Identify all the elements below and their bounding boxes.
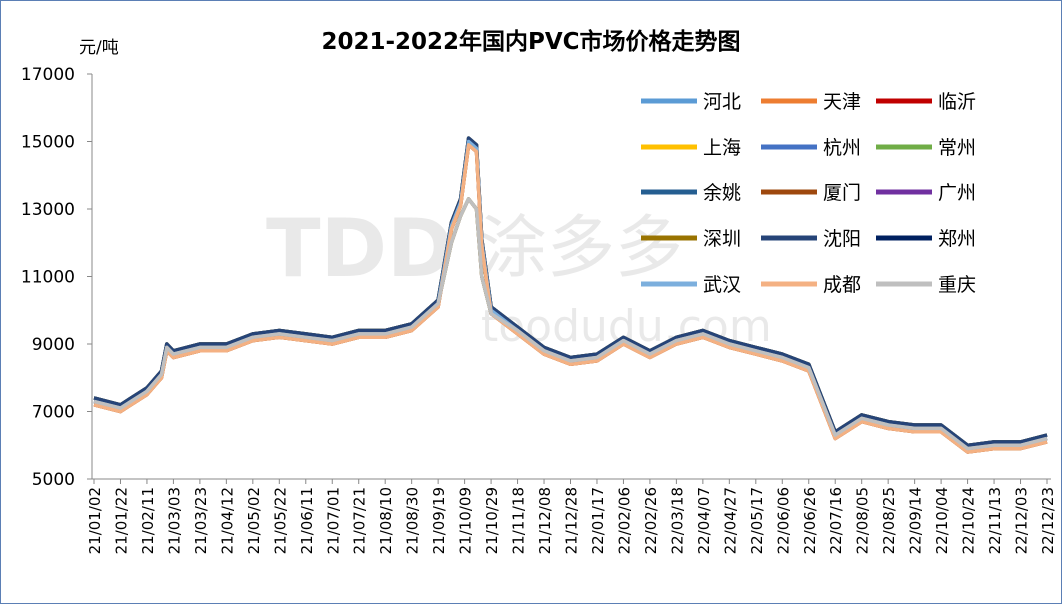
x-tick-label: 21/02/11 xyxy=(139,487,157,554)
legend-label: 天津 xyxy=(823,91,861,113)
x-tick-label: 21/03/03 xyxy=(165,487,183,554)
legend-item: 广州 xyxy=(876,182,976,204)
legend-item: 常州 xyxy=(876,137,976,159)
x-tick-label: 22/11/13 xyxy=(986,487,1004,554)
x-tick-label: 22/03/18 xyxy=(668,487,686,554)
legend-label: 重庆 xyxy=(938,274,976,296)
x-tick-label: 22/08/05 xyxy=(854,487,872,554)
x-tick-label: 21/10/09 xyxy=(457,487,475,554)
legend-label: 余姚 xyxy=(703,182,741,204)
legend-item: 厦门 xyxy=(761,182,861,204)
series-line-4 xyxy=(93,136,1048,448)
legend-label: 河北 xyxy=(703,91,741,113)
watermark: TDD 涂多多 toodudu.com xyxy=(266,202,772,352)
x-tick-label: 21/01/22 xyxy=(112,487,130,554)
legend-item: 沈阳 xyxy=(761,228,861,250)
x-tick-label: 21/09/19 xyxy=(430,487,448,554)
series-line-8 xyxy=(93,139,1048,451)
x-tick-label: 22/04/27 xyxy=(721,487,739,554)
x-tick-label: 21/03/23 xyxy=(192,487,210,554)
legend-label: 郑州 xyxy=(938,228,976,250)
series-line-11 xyxy=(93,139,1048,451)
x-tick-label: 22/12/03 xyxy=(1013,487,1031,554)
x-tick-label: 22/10/24 xyxy=(960,487,978,554)
legend-label: 常州 xyxy=(938,137,976,159)
legend-label: 厦门 xyxy=(823,182,861,204)
legend-item: 天津 xyxy=(761,91,861,113)
x-tick-label: 21/08/30 xyxy=(404,487,422,554)
watermark-logo: TDD xyxy=(266,202,453,295)
x-tick-label: 21/11/18 xyxy=(510,487,528,554)
series-lines xyxy=(93,136,1048,454)
x-tick-label: 22/06/26 xyxy=(801,487,819,554)
legend-item: 武汉 xyxy=(641,274,741,296)
x-tick-label: 21/05/02 xyxy=(245,487,263,554)
y-axis-unit: 元/吨 xyxy=(79,38,119,58)
x-tick-label: 21/08/10 xyxy=(377,487,395,554)
legend-label: 上海 xyxy=(703,137,741,159)
x-tick-label: 22/06/06 xyxy=(774,487,792,554)
legend-item: 余姚 xyxy=(641,182,741,204)
legend-item: 郑州 xyxy=(876,228,976,250)
x-tick-label: 22/02/06 xyxy=(615,487,633,554)
y-tick-label: 15000 xyxy=(21,133,75,153)
legend-label: 杭州 xyxy=(823,137,861,159)
y-tick-label: 7000 xyxy=(32,403,75,423)
x-tick-label: 21/05/22 xyxy=(271,487,289,554)
legend-label: 成都 xyxy=(823,274,861,296)
legend-label: 广州 xyxy=(938,182,976,204)
x-tick-label: 22/09/14 xyxy=(907,487,925,554)
x-tick-label: 22/10/04 xyxy=(933,487,951,554)
x-tick-label: 22/07/16 xyxy=(827,487,845,554)
legend-label: 临沂 xyxy=(938,91,976,113)
legend-label: 深圳 xyxy=(703,228,741,250)
x-tick-label: 21/01/02 xyxy=(86,487,104,554)
x-tick-label: 21/12/28 xyxy=(563,487,581,554)
chart-title: 2021-2022年国内PVC市场价格走势图 xyxy=(321,28,740,55)
y-axis: 5000 7000 9000 11000 13000 15000 17000 xyxy=(21,65,93,490)
series-line-9 xyxy=(93,136,1048,448)
x-tick-label: 21/07/01 xyxy=(324,487,342,554)
series-line-12 xyxy=(93,139,1048,451)
x-tick-label: 21/04/12 xyxy=(218,487,236,554)
legend-label: 武汉 xyxy=(703,274,741,296)
legend-item: 杭州 xyxy=(761,137,861,159)
y-tick-label: 11000 xyxy=(21,268,75,288)
watermark-brand: 涂多多 xyxy=(479,209,683,288)
y-tick-label: 9000 xyxy=(32,335,75,355)
x-tick-label: 22/12/23 xyxy=(1039,487,1057,554)
x-tick-label: 21/12/08 xyxy=(536,487,554,554)
legend-item: 临沂 xyxy=(876,91,976,113)
legend-item: 上海 xyxy=(641,137,741,159)
legend-item: 河北 xyxy=(641,91,741,113)
legend-item: 深圳 xyxy=(641,228,741,250)
x-tick-label: 22/08/25 xyxy=(880,487,898,554)
legend-item: 成都 xyxy=(761,274,861,296)
x-tick-label: 22/02/26 xyxy=(642,487,660,554)
series-line-14 xyxy=(93,197,1048,451)
y-tick-label: 5000 xyxy=(32,470,75,490)
series-line-10 xyxy=(93,136,1048,448)
legend-label: 沈阳 xyxy=(823,228,861,250)
x-tick-label: 21/07/21 xyxy=(351,487,369,554)
series-line-3 xyxy=(93,139,1048,451)
x-tick-label: 22/05/17 xyxy=(748,487,766,554)
series-line-6 xyxy=(93,136,1048,448)
x-tick-label: 22/01/17 xyxy=(589,487,607,554)
x-tick-label: 21/06/11 xyxy=(298,487,316,554)
series-line-0 xyxy=(93,139,1048,451)
x-axis: 21/01/02 21/01/22 21/02/11 21/03/03 21/03/23… xyxy=(86,478,1057,554)
legend-item: 重庆 xyxy=(876,274,976,296)
x-tick-label: 22/04/07 xyxy=(695,487,713,554)
y-tick-label: 13000 xyxy=(21,200,75,220)
x-tick-label: 21/10/29 xyxy=(483,487,501,554)
y-tick-label: 17000 xyxy=(21,65,75,85)
